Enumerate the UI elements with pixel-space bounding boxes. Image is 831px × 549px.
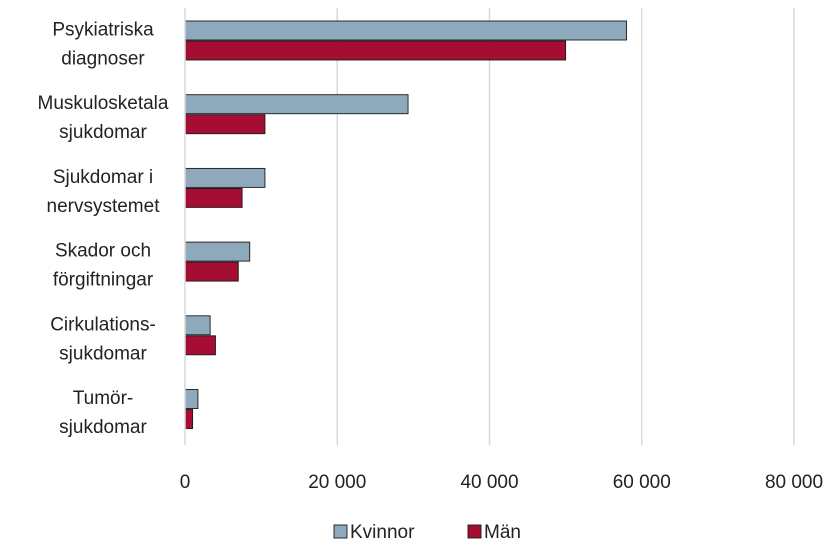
category-label-line: Muskulosketala: [38, 93, 169, 114]
x-tick-label: 20 000: [308, 472, 366, 493]
legend-swatch: [467, 524, 482, 539]
category-label-line: Skador och: [55, 241, 151, 262]
category-label-line: förgiftningar: [53, 270, 154, 291]
category-label: Muskulosketala sjukdomar: [38, 93, 169, 143]
category-labels: Psykiatriska diagnoser Muskulosketala sjukd…: [38, 20, 169, 439]
bar-m-n-0: [184, 40, 567, 61]
category-label-line: Sjukdomar i: [53, 167, 153, 188]
x-tick-label: 0: [180, 472, 191, 493]
bars: [184, 20, 627, 429]
x-tick-label: 60 000: [613, 472, 671, 493]
legend-swatch: [333, 524, 348, 539]
category-label: Tumör-sjukdomar: [59, 388, 147, 438]
category-label-line: Tumör-: [73, 388, 134, 409]
legend-label: Kvinnor: [350, 522, 415, 543]
category-label: Sjukdomar i nervsystemet: [47, 167, 161, 217]
bar-m-n-3: [184, 261, 239, 282]
bar-m-n-4: [184, 335, 216, 356]
bar-kvinnor-1: [184, 94, 409, 115]
bar-kvinnor-5: [184, 389, 199, 409]
category-label-line: Cirkulations-: [50, 314, 156, 335]
category-label: Psykiatriska diagnoser: [52, 20, 154, 70]
x-tick-label: 80 000: [765, 472, 823, 493]
bar-m-n-2: [184, 187, 243, 208]
legend-label: Män: [484, 522, 521, 543]
category-label-line: sjukdomar: [59, 343, 147, 364]
bar-kvinnor-2: [184, 167, 266, 188]
category-label-line: sjukdomar: [59, 122, 147, 143]
category-label-line: sjukdomar: [59, 417, 147, 438]
bar-m-n-1: [184, 114, 266, 135]
bar-kvinnor-3: [184, 241, 251, 262]
category-label: Skador och förgiftningar: [53, 241, 154, 291]
x-tick-label: 40 000: [460, 472, 518, 493]
x-tick-labels: 0 20 000 40 000 60 000 80 000: [180, 472, 823, 493]
category-label-line: nervsystemet: [47, 196, 161, 217]
category-label-line: diagnoser: [61, 49, 145, 70]
bar-kvinnor-4: [184, 315, 211, 336]
bar-kvinnor-0: [184, 20, 627, 41]
category-label-line: Psykiatriska: [52, 20, 154, 41]
category-label: Cirkulations-sjukdomar: [50, 314, 156, 364]
bar-m-n-5: [184, 409, 194, 429]
gridlines: [336, 8, 795, 445]
legend: Kvinnor Män: [333, 522, 521, 543]
